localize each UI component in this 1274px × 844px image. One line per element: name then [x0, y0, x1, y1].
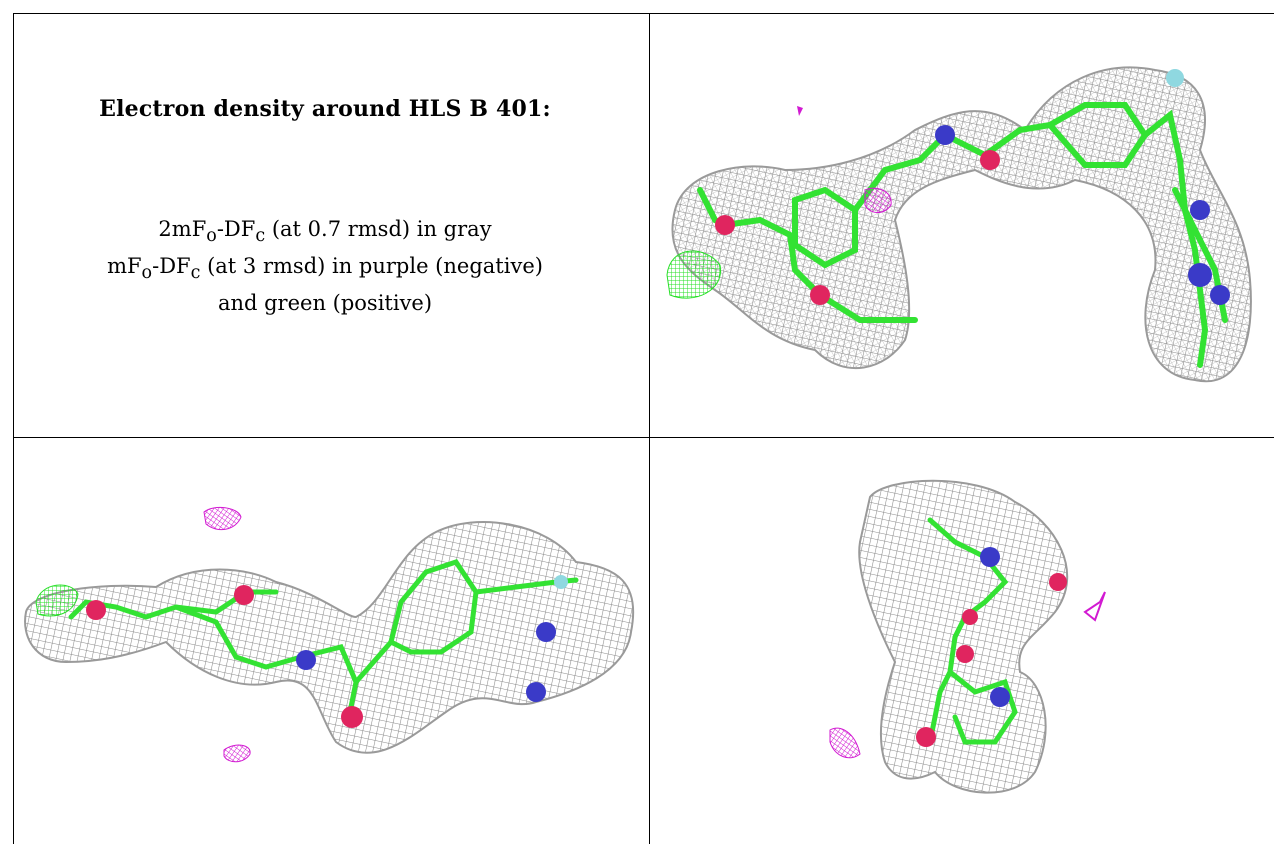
grey-mesh-surface: [671, 66, 1252, 383]
table-middle-border: [649, 13, 650, 844]
atom-markers: [86, 575, 568, 728]
positive-density-blob: [666, 250, 721, 299]
negative-density-blob: [864, 187, 892, 213]
grey-mesh-surface: [24, 521, 635, 754]
table-left-border: [13, 13, 14, 844]
atom-markers: [715, 69, 1230, 305]
density-view-bottom-right: [655, 442, 1274, 844]
table-top-border: [13, 13, 1274, 14]
legend-line-fo-dfc: mFo-DFc (at 3 rmsd) in purple (negative): [107, 254, 543, 284]
negative-density-blob: [223, 744, 251, 763]
density-image-3: [829, 479, 1106, 794]
caption-legend: 2mFo-DFc (at 0.7 rmsd) in gray mFo-DFc (…: [14, 214, 636, 318]
atom-markers: [916, 547, 1067, 747]
table-row-divider: [13, 437, 1274, 438]
negative-density-blob: [203, 506, 242, 531]
density-view-top-right: [655, 20, 1274, 432]
caption-title: Electron density around HLS B 401:: [99, 96, 551, 122]
legend-line-2fo-dfc: 2mFo-DFc (at 0.7 rmsd) in gray: [158, 217, 492, 247]
grey-mesh-surface: [858, 479, 1069, 794]
caption-cell: Electron density around HLS B 401: 2mFo-…: [14, 40, 636, 400]
density-view-bottom-left: [16, 442, 646, 844]
negative-density-blob: [829, 727, 861, 759]
legend-line-positive: and green (positive): [217, 291, 433, 316]
negative-density-speck: [1083, 591, 1106, 622]
negative-density-speck: [797, 106, 803, 116]
density-image-1: [666, 66, 1252, 383]
positive-density-blob: [35, 584, 79, 617]
density-image-2: [24, 506, 635, 763]
